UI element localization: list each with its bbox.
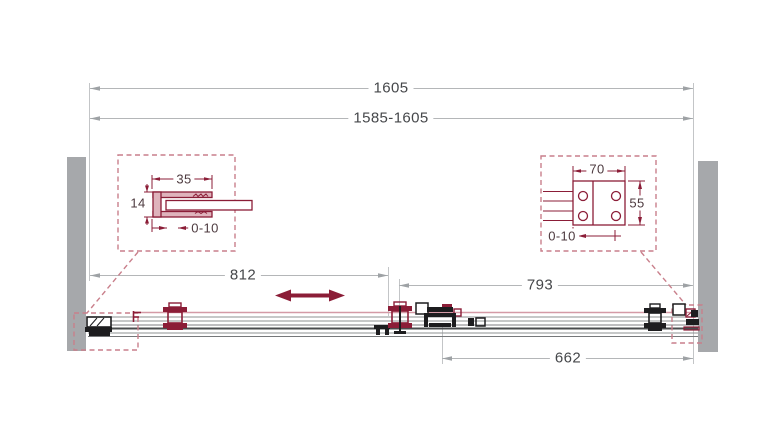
right-wall-bracket [672,303,700,331]
left-roller [163,302,187,330]
track-assembly [88,311,698,337]
slide-direction-arrow [275,289,345,302]
dimension-arrowheads [90,86,693,361]
left-wall-bracket [85,316,112,336]
center-carriage [415,302,486,327]
dim-overall-width: 1605 [368,79,414,97]
detail-dim-bracket-width: 70 [586,161,608,177]
dim-sliding-section: 793 [521,276,559,294]
dim-width-range: 1585-1605 [348,109,434,127]
dim-fixed-section: 812 [224,266,262,284]
detail-dim-profile-adjust: 0-10 [188,220,222,236]
dim-opening: 662 [549,349,587,367]
center-roller [374,301,412,335]
bracket-detail-drawing [543,166,645,241]
track-end-clip [132,311,141,322]
right-wall-profile [698,161,718,352]
left-wall-profile [67,157,86,351]
detail-dim-profile-width: 35 [173,171,195,187]
detail-dim-bracket-height: 55 [626,195,648,211]
detail-dim-bracket-adjust: 0-10 [545,228,579,244]
right-roller [644,303,666,331]
detail-dim-profile-depth: 14 [127,195,149,211]
